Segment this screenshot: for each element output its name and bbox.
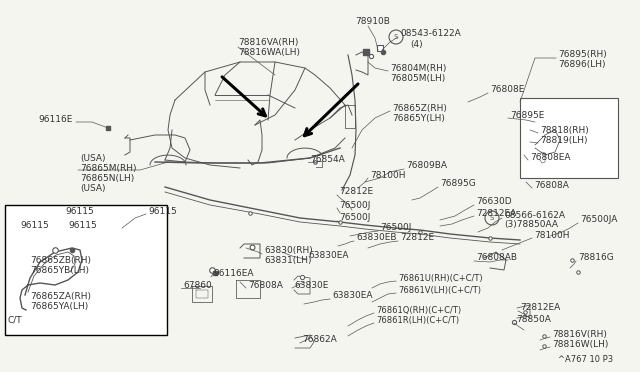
Text: 72812E: 72812E xyxy=(400,234,434,243)
Bar xyxy=(520,98,618,178)
Text: 76500JA: 76500JA xyxy=(580,215,618,224)
Text: 72812EA: 72812EA xyxy=(476,208,516,218)
Text: 76808EA: 76808EA xyxy=(530,154,570,163)
Text: 96115: 96115 xyxy=(65,208,93,217)
Text: 76630D: 76630D xyxy=(476,198,511,206)
Text: 63830EA: 63830EA xyxy=(332,292,372,301)
Text: 76865ZB(RH): 76865ZB(RH) xyxy=(30,257,91,266)
Text: 76804M(RH): 76804M(RH) xyxy=(390,64,446,73)
Text: 76865YB(LH): 76865YB(LH) xyxy=(30,266,89,276)
Text: 96115: 96115 xyxy=(68,221,97,230)
Text: 78816VA(RH): 78816VA(RH) xyxy=(238,38,298,46)
Text: (4): (4) xyxy=(410,39,422,48)
Text: 76500J: 76500J xyxy=(339,201,371,209)
Text: 76865YA(LH): 76865YA(LH) xyxy=(30,301,88,311)
Text: 78816WA(LH): 78816WA(LH) xyxy=(238,48,300,57)
Text: C/T: C/T xyxy=(8,315,22,324)
Text: 76895(RH): 76895(RH) xyxy=(558,51,607,60)
Text: 78850A: 78850A xyxy=(516,315,551,324)
Text: 78819(LH): 78819(LH) xyxy=(540,135,588,144)
Text: 78816W(LH): 78816W(LH) xyxy=(552,340,609,349)
Text: 78818(RH): 78818(RH) xyxy=(540,125,589,135)
Text: 76865Z(RH): 76865Z(RH) xyxy=(392,103,447,112)
Text: 96116E: 96116E xyxy=(38,115,72,125)
Text: 76808AB: 76808AB xyxy=(476,253,517,263)
Text: 76809BA: 76809BA xyxy=(406,161,447,170)
Text: 08543-6122A: 08543-6122A xyxy=(400,29,461,38)
Text: (USA): (USA) xyxy=(80,183,106,192)
Text: S: S xyxy=(490,215,494,221)
Text: 76861U(RH)(C+C/T): 76861U(RH)(C+C/T) xyxy=(398,273,483,282)
Text: 63830EA: 63830EA xyxy=(308,251,349,260)
Text: 76865N(LH): 76865N(LH) xyxy=(80,173,134,183)
Text: ^A767 10 P3: ^A767 10 P3 xyxy=(558,356,613,365)
Text: 76865Y(LH): 76865Y(LH) xyxy=(392,113,445,122)
Text: 96116EA: 96116EA xyxy=(213,269,253,279)
Text: 76861V(LH)(C+C/T): 76861V(LH)(C+C/T) xyxy=(398,285,481,295)
Text: (3)78850AA: (3)78850AA xyxy=(504,221,558,230)
Text: 76805M(LH): 76805M(LH) xyxy=(390,74,445,83)
Text: 76500J: 76500J xyxy=(380,224,412,232)
Text: 76854A: 76854A xyxy=(310,155,345,164)
Text: 63830E: 63830E xyxy=(294,280,328,289)
Bar xyxy=(5,205,167,335)
Text: 78100H: 78100H xyxy=(534,231,570,240)
Text: 78816G: 78816G xyxy=(578,253,614,263)
Text: 63830EB: 63830EB xyxy=(356,234,397,243)
Text: 96115: 96115 xyxy=(148,208,177,217)
Text: 76896(LH): 76896(LH) xyxy=(558,61,605,70)
Text: (USA): (USA) xyxy=(80,154,106,163)
Text: 76862A: 76862A xyxy=(302,336,337,344)
Text: 08566-6162A: 08566-6162A xyxy=(504,211,565,219)
Text: 76895E: 76895E xyxy=(510,110,545,119)
Text: 76808A: 76808A xyxy=(248,280,283,289)
Text: 76808E: 76808E xyxy=(490,86,524,94)
Text: 72812EA: 72812EA xyxy=(520,304,560,312)
Text: 67860: 67860 xyxy=(183,280,212,289)
Text: S: S xyxy=(394,34,398,40)
Text: 76808A: 76808A xyxy=(534,180,569,189)
Text: 76865M(RH): 76865M(RH) xyxy=(80,164,136,173)
Text: 78100H: 78100H xyxy=(370,170,406,180)
Text: 63830(RH): 63830(RH) xyxy=(264,247,313,256)
Text: 76861Q(RH)(C+C/T): 76861Q(RH)(C+C/T) xyxy=(376,305,461,314)
Text: 76895G: 76895G xyxy=(440,180,476,189)
Text: 72812E: 72812E xyxy=(339,187,373,196)
Text: 78910B: 78910B xyxy=(355,17,390,26)
Text: 76500J: 76500J xyxy=(339,214,371,222)
Text: 96115: 96115 xyxy=(20,221,49,230)
Text: 76861R(LH)(C+C/T): 76861R(LH)(C+C/T) xyxy=(376,315,459,324)
Text: 63831(LH): 63831(LH) xyxy=(264,257,312,266)
Text: 76865ZA(RH): 76865ZA(RH) xyxy=(30,292,91,301)
Text: 78816V(RH): 78816V(RH) xyxy=(552,330,607,339)
